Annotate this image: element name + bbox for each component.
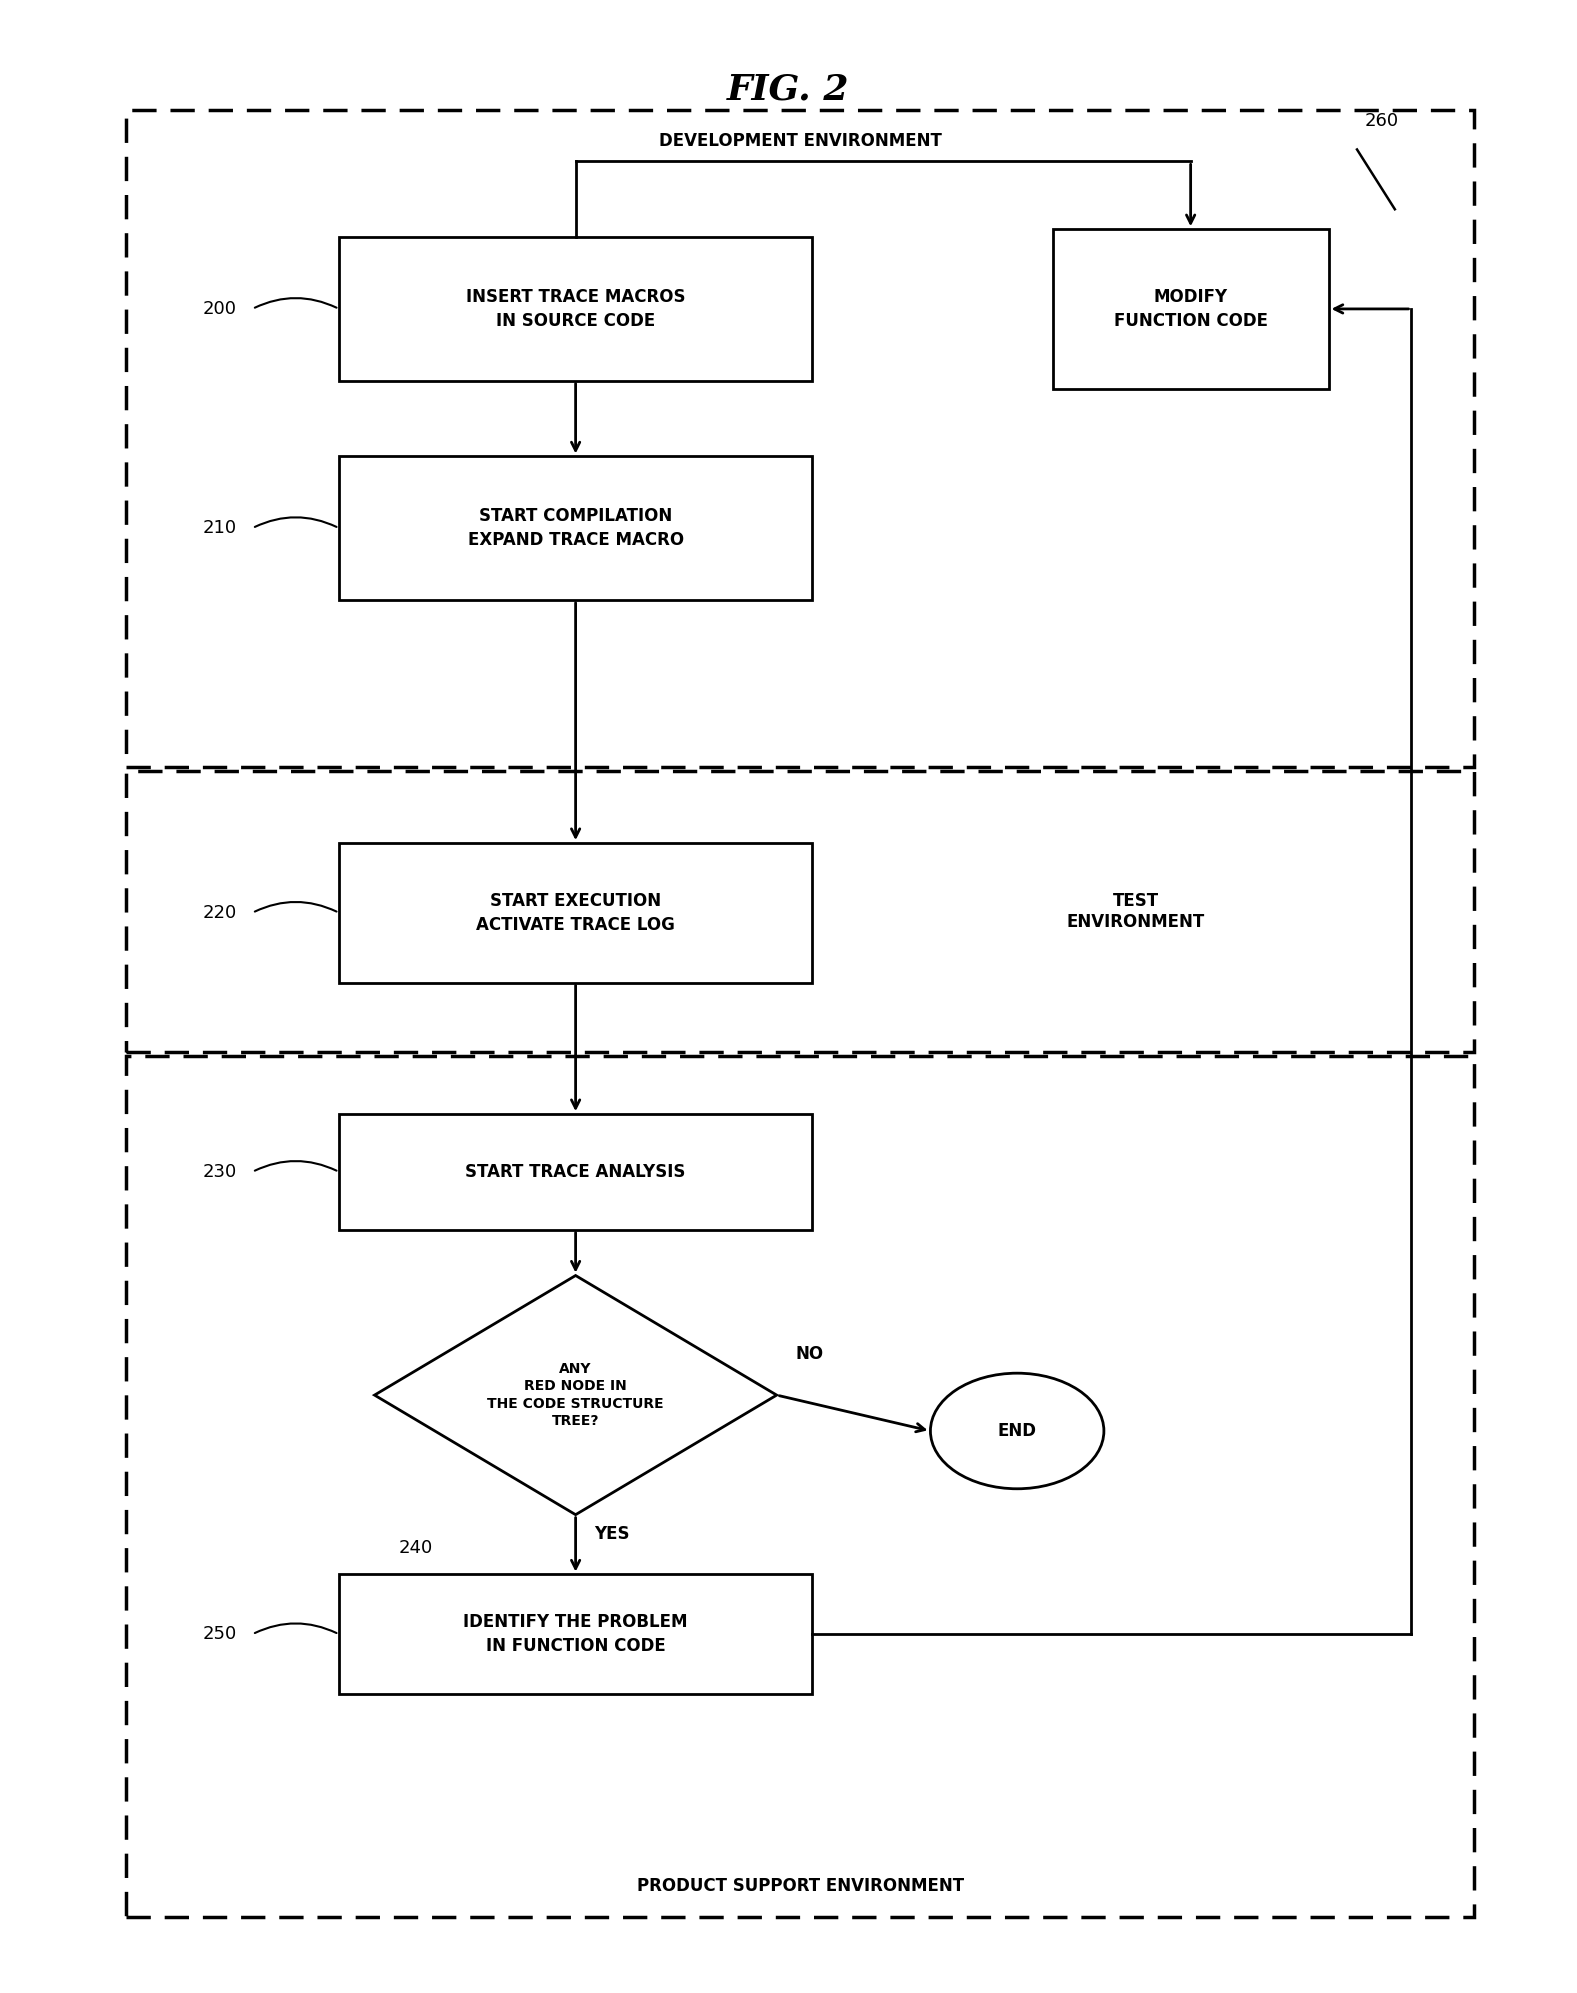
Text: START TRACE ANALYSIS: START TRACE ANALYSIS [465,1162,686,1182]
Text: 220: 220 [202,903,237,923]
Text: START COMPILATION
EXPAND TRACE MACRO: START COMPILATION EXPAND TRACE MACRO [467,508,684,548]
Text: YES: YES [595,1525,631,1543]
Text: NO: NO [795,1345,823,1363]
Bar [339,843,812,983]
Text: 250: 250 [202,1624,237,1644]
Text: 200: 200 [202,299,237,319]
Text: DEVELOPMENT ENVIRONMENT: DEVELOPMENT ENVIRONMENT [659,132,941,149]
Ellipse shape [930,1373,1104,1489]
Bar [339,1114,812,1230]
Text: END: END [998,1421,1036,1441]
Text: START EXECUTION
ACTIVATE TRACE LOG: START EXECUTION ACTIVATE TRACE LOG [476,893,675,933]
Bar [339,237,812,381]
Text: 240: 240 [397,1539,432,1557]
Bar [126,771,1474,1052]
Polygon shape [375,1276,776,1515]
Text: INSERT TRACE MACROS
IN SOURCE CODE: INSERT TRACE MACROS IN SOURCE CODE [465,289,686,329]
Bar [339,456,812,600]
Bar [339,1574,812,1694]
Bar [126,1056,1474,1917]
Text: MODIFY
FUNCTION CODE: MODIFY FUNCTION CODE [1113,289,1268,329]
Text: 260: 260 [1366,112,1399,130]
Text: ANY
RED NODE IN
THE CODE STRUCTURE
TREE?: ANY RED NODE IN THE CODE STRUCTURE TREE? [487,1361,664,1429]
Text: PRODUCT SUPPORT ENVIRONMENT: PRODUCT SUPPORT ENVIRONMENT [637,1877,964,1895]
Text: FIG. 2: FIG. 2 [727,72,850,108]
Text: 230: 230 [202,1162,237,1182]
Bar [126,110,1474,767]
Text: 210: 210 [202,518,237,538]
Text: IDENTIFY THE PROBLEM
IN FUNCTION CODE: IDENTIFY THE PROBLEM IN FUNCTION CODE [464,1614,688,1654]
Text: TEST
ENVIRONMENT: TEST ENVIRONMENT [1066,893,1205,931]
Bar [1053,229,1329,389]
